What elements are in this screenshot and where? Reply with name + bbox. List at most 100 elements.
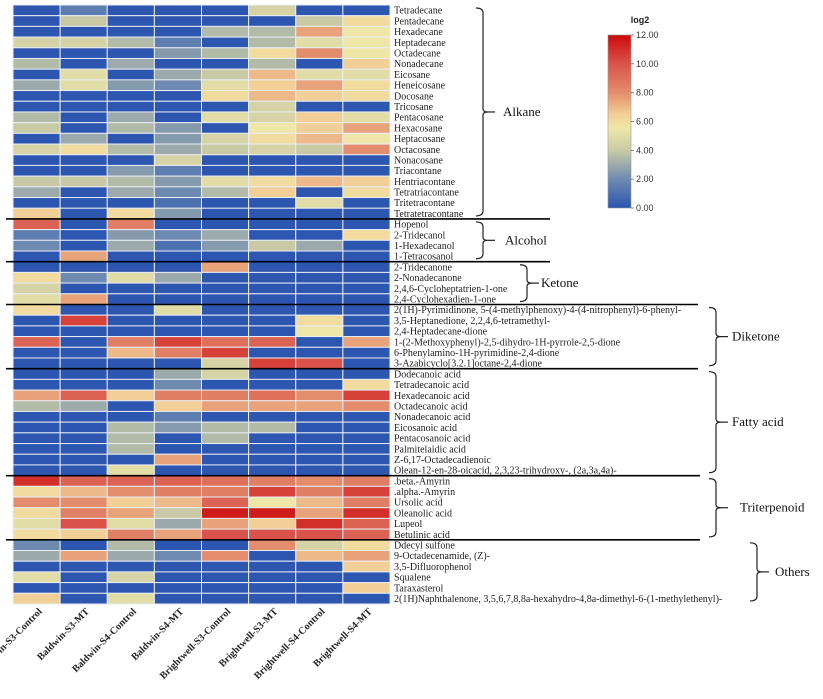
heatmap-cell [59,325,108,338]
heatmap-cell [248,550,297,562]
heatmap-cell [12,378,61,391]
heatmap-cell [59,368,108,380]
column-label: Baldwin-S3-Control [0,606,45,675]
heatmap-cell [59,378,108,391]
heatmap-cell [12,539,61,552]
heatmap-cell [106,68,155,81]
heatmap-cell [295,582,344,594]
heatmap-cell [12,314,61,327]
heatmap-cell [342,475,391,487]
heatmap-cell [248,57,297,70]
heatmap-cell [12,57,61,70]
row-label: 2,4-Cyclohexadien-1-one [394,295,496,306]
group-label: Others [775,564,810,579]
heatmap-cell [248,218,297,231]
heatmap-cell [12,4,61,17]
heatmap-cell [248,197,297,209]
heatmap-cell [342,57,391,70]
heatmap-cell [153,15,202,27]
heatmap-cell [106,132,155,145]
heatmap-cell [59,132,108,145]
heatmap-cell [59,400,108,412]
heatmap-cell [12,592,61,605]
heatmap-cell [342,143,391,156]
heatmap-cell [12,507,61,519]
heatmap-cell [153,164,202,177]
heatmap-cell [12,207,61,220]
heatmap-cell [248,517,297,530]
heatmap-cell [248,507,297,519]
heatmap-cell [12,389,61,402]
heatmap-cell [12,346,61,359]
group-label: Ketone [541,275,579,290]
heatmap-cell [295,346,344,359]
heatmap-cell [342,68,391,81]
heatmap-cell [201,582,250,594]
heatmap-cell [12,304,61,316]
heatmap-cell [295,111,344,124]
heatmap-cell [201,154,250,166]
heatmap-cell [106,207,155,220]
heatmap-cell [248,400,297,412]
heatmap-cell [106,154,155,166]
row-label: Z-6,17-Octadecadienoic [394,455,491,466]
heatmap-cell [295,79,344,92]
heatmap-cell [106,186,155,199]
heatmap-cell [295,122,344,134]
heatmap-cell [342,25,391,38]
heatmap-cell [12,154,61,166]
heatmap-cell [295,560,344,573]
heatmap-cell [342,186,391,199]
heatmap-cell [295,421,344,434]
heatmap-cell [106,25,155,38]
heatmap-cell [342,560,391,573]
heatmap-cell [59,261,108,273]
heatmap-cell [342,357,391,370]
row-label: 2-Tridecanol [394,230,446,241]
row-label: Eicosanoic acid [394,423,457,434]
heatmap-cell [59,582,108,594]
heatmap-cell [59,197,108,209]
row-label: Ddecyl sulfone [394,541,455,552]
heatmap-cell [106,517,155,530]
heatmap-cell [12,218,61,231]
heatmap-cell [248,389,297,402]
heatmap-cell [106,485,155,498]
heatmap-cell [106,175,155,188]
heatmap-cell [248,560,297,573]
heatmap-cell [201,325,250,338]
heatmap-cell [153,282,202,295]
heatmap-cell [106,122,155,134]
heatmap-cell [106,443,155,455]
heatmap-cell [201,282,250,295]
heatmap-cell [153,517,202,530]
heatmap-cell [12,282,61,295]
heatmap-cell [295,336,344,348]
heatmap-cell [201,571,250,584]
heatmap-cell [153,475,202,487]
heatmap-cell [106,475,155,487]
heatmap-cell [342,175,391,188]
heatmap-cell [59,507,108,519]
heatmap-cell [153,464,202,477]
heatmap-cell [153,560,202,573]
heatmap-cell [295,571,344,584]
heatmap-cell [201,143,250,156]
heatmap-cell [342,239,391,252]
heatmap-cell [342,496,391,509]
heatmap-cell [12,175,61,188]
heatmap-cell [59,57,108,70]
heatmap-cell [153,218,202,231]
row-label: Hexacosane [394,123,443,134]
heatmap-cell [106,571,155,584]
heatmap-cell [248,122,297,134]
heatmap-cell [248,143,297,156]
heatmap-cell [342,79,391,92]
heatmap-cell [12,15,61,27]
heatmap-cell [59,475,108,487]
colorbar-tick-label: 2.00 [636,174,654,184]
heatmap-cell [201,186,250,199]
heatmap-cell [342,47,391,59]
heatmap-cell [201,57,250,70]
heatmap-cell [59,282,108,295]
